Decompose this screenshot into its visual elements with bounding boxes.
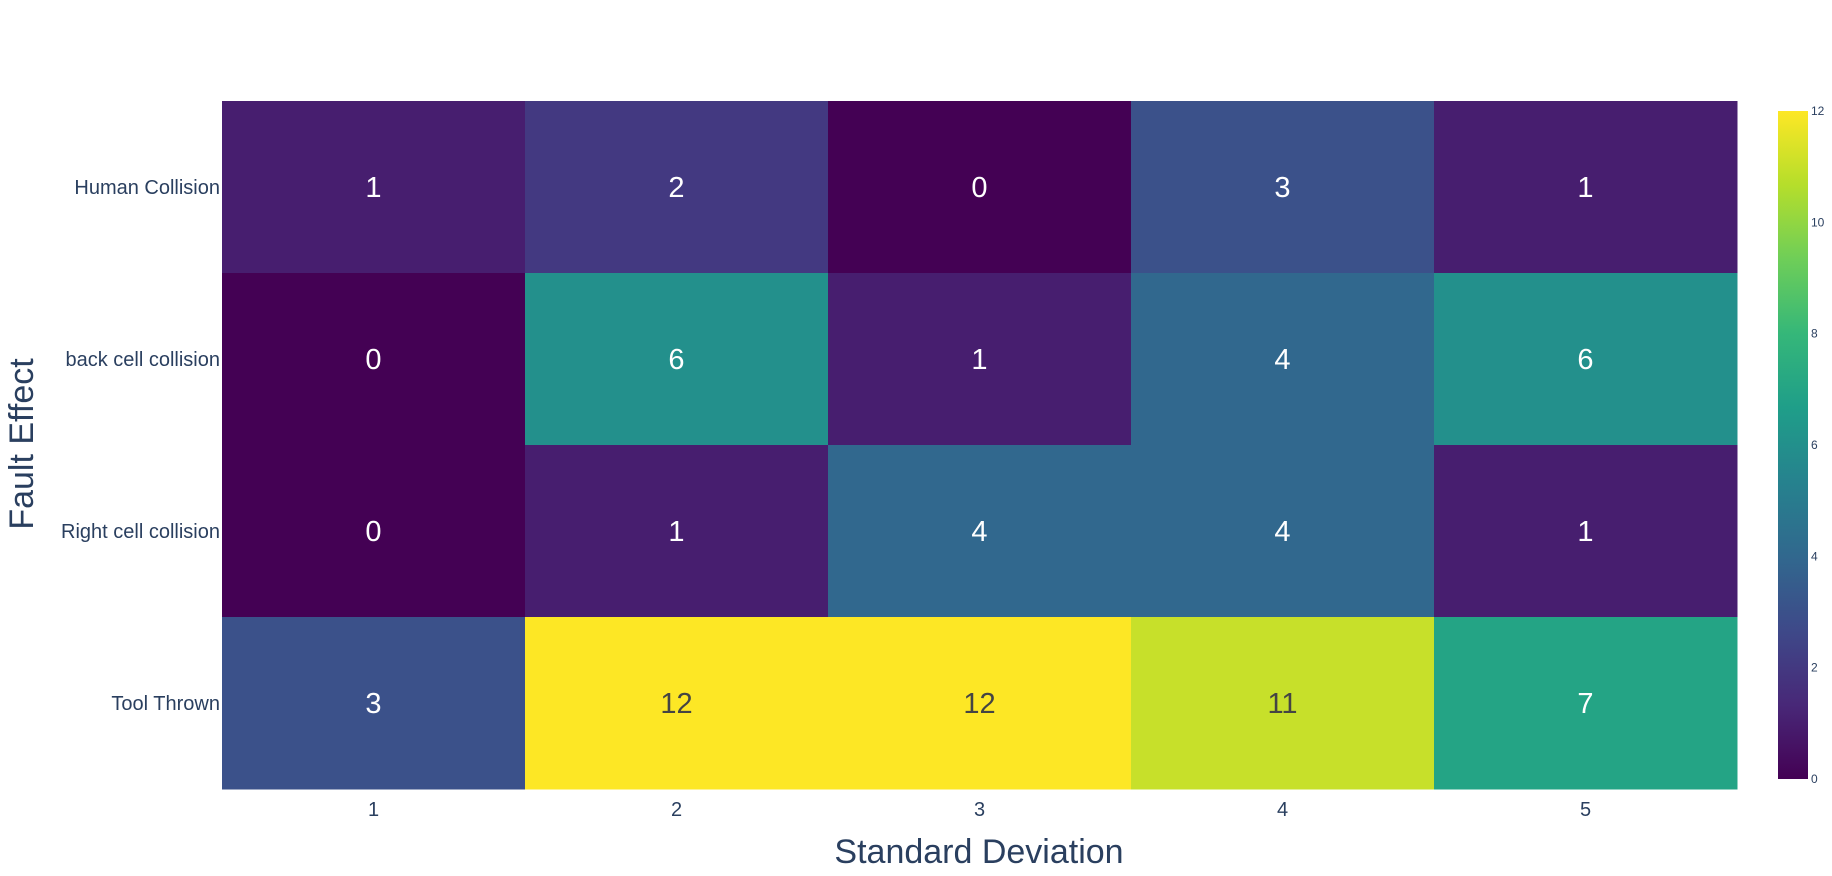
heatmap-cell-r1-c0 [222, 273, 526, 446]
heatmap-cell-label-r0-c0: 1 [365, 172, 381, 204]
heatmap-cell-label-r3-c4: 7 [1577, 688, 1593, 720]
heatmap-cells [222, 101, 1738, 790]
heatmap-cell-r2-c4 [1434, 445, 1738, 618]
heatmap-cell-r3-c0 [222, 617, 526, 790]
heatmap-cell-r0-c4 [1434, 101, 1738, 274]
heatmap-cell-r0-c1 [525, 101, 829, 274]
x-axis-ticks: 1 2 3 4 5 [368, 799, 1591, 821]
heatmap-cell-r2-c0 [222, 445, 526, 618]
colorbar-tick-0: 0 [1811, 772, 1818, 786]
heatmap-cell-r3-c2 [828, 617, 1132, 790]
heatmap-cell-label-r0-c2: 0 [971, 172, 987, 204]
heatmap-cell-r2-c2 [828, 445, 1132, 618]
heatmap-cell-label-r2-c3: 4 [1274, 516, 1290, 548]
x-tick-label-3: 4 [1277, 799, 1288, 821]
y-axis-title: Fault Effect [3, 358, 41, 530]
y-tick-label-1: back cell collision [65, 349, 220, 371]
colorbar-gradient [1778, 111, 1808, 779]
heatmap-cell-label-r3-c0: 3 [365, 688, 381, 720]
heatmap-cell-label-r0-c1: 2 [668, 172, 684, 204]
heatmap-cell-r1-c2 [828, 273, 1132, 446]
colorbar-tick-3: 6 [1811, 438, 1818, 452]
colorbar-tick-2: 4 [1811, 549, 1818, 563]
heatmap-cell-label-r3-c3: 11 [1267, 688, 1297, 720]
y-tick-label-3: Tool Thrown [111, 693, 220, 715]
heatmap-cell-label-r2-c2: 4 [971, 516, 987, 548]
colorbar: 0 2 4 6 8 10 12 [1778, 104, 1825, 786]
heatmap-cell-label-r2-c0: 0 [365, 516, 381, 548]
y-tick-label-2: Right cell collision [61, 521, 220, 543]
heatmap-cell-labels: 1 2 0 3 10 6 1 4 60 1 4 4 13 12 12 11 7 [365, 172, 1593, 720]
x-tick-label-2: 3 [974, 799, 985, 821]
y-axis-ticks: Human Collision back cell collision Right … [61, 177, 220, 715]
heatmap-cell-label-r1-c3: 4 [1274, 344, 1290, 376]
heatmap-cell-label-r1-c4: 6 [1577, 344, 1593, 376]
heatmap-cell-r3-c3 [1131, 617, 1435, 790]
heatmap-cell-r0-c2 [828, 101, 1132, 274]
x-tick-label-0: 1 [368, 799, 379, 821]
colorbar-tick-4: 8 [1811, 327, 1818, 341]
heatmap-cell-r2-c1 [525, 445, 829, 618]
heatmap-cell-r2-c3 [1131, 445, 1435, 618]
colorbar-tick-6: 12 [1811, 104, 1825, 118]
heatmap-cell-label-r1-c0: 0 [365, 344, 381, 376]
heatmap-cell-label-r3-c1: 12 [660, 688, 692, 720]
heatmap-cell-label-r2-c4: 1 [1577, 516, 1593, 548]
colorbar-tick-1: 2 [1811, 661, 1818, 675]
x-tick-label-4: 5 [1580, 799, 1591, 821]
colorbar-tick-5: 10 [1811, 215, 1825, 229]
heatmap-cell-label-r1-c1: 6 [668, 344, 684, 376]
heatmap-cell-label-r0-c4: 1 [1577, 172, 1593, 204]
x-tick-label-1: 2 [671, 799, 682, 821]
heatmap-cell-r3-c4 [1434, 617, 1738, 790]
heatmap-cell-r1-c4 [1434, 273, 1738, 446]
heatmap-cell-r1-c3 [1131, 273, 1435, 446]
heatmap-cell-r1-c1 [525, 273, 829, 446]
heatmap-cell-label-r0-c3: 3 [1274, 172, 1290, 204]
heatmap-cell-r3-c1 [525, 617, 829, 790]
heatmap-cell-r0-c0 [222, 101, 526, 274]
y-tick-label-0: Human Collision [74, 177, 220, 199]
heatmap-cell-label-r3-c2: 12 [963, 688, 995, 720]
heatmap-cell-label-r1-c2: 1 [971, 344, 987, 376]
heatmap-cell-r0-c3 [1131, 101, 1435, 274]
x-axis-title: Standard Deviation [834, 833, 1123, 871]
heatmap-cell-label-r2-c1: 1 [668, 516, 684, 548]
